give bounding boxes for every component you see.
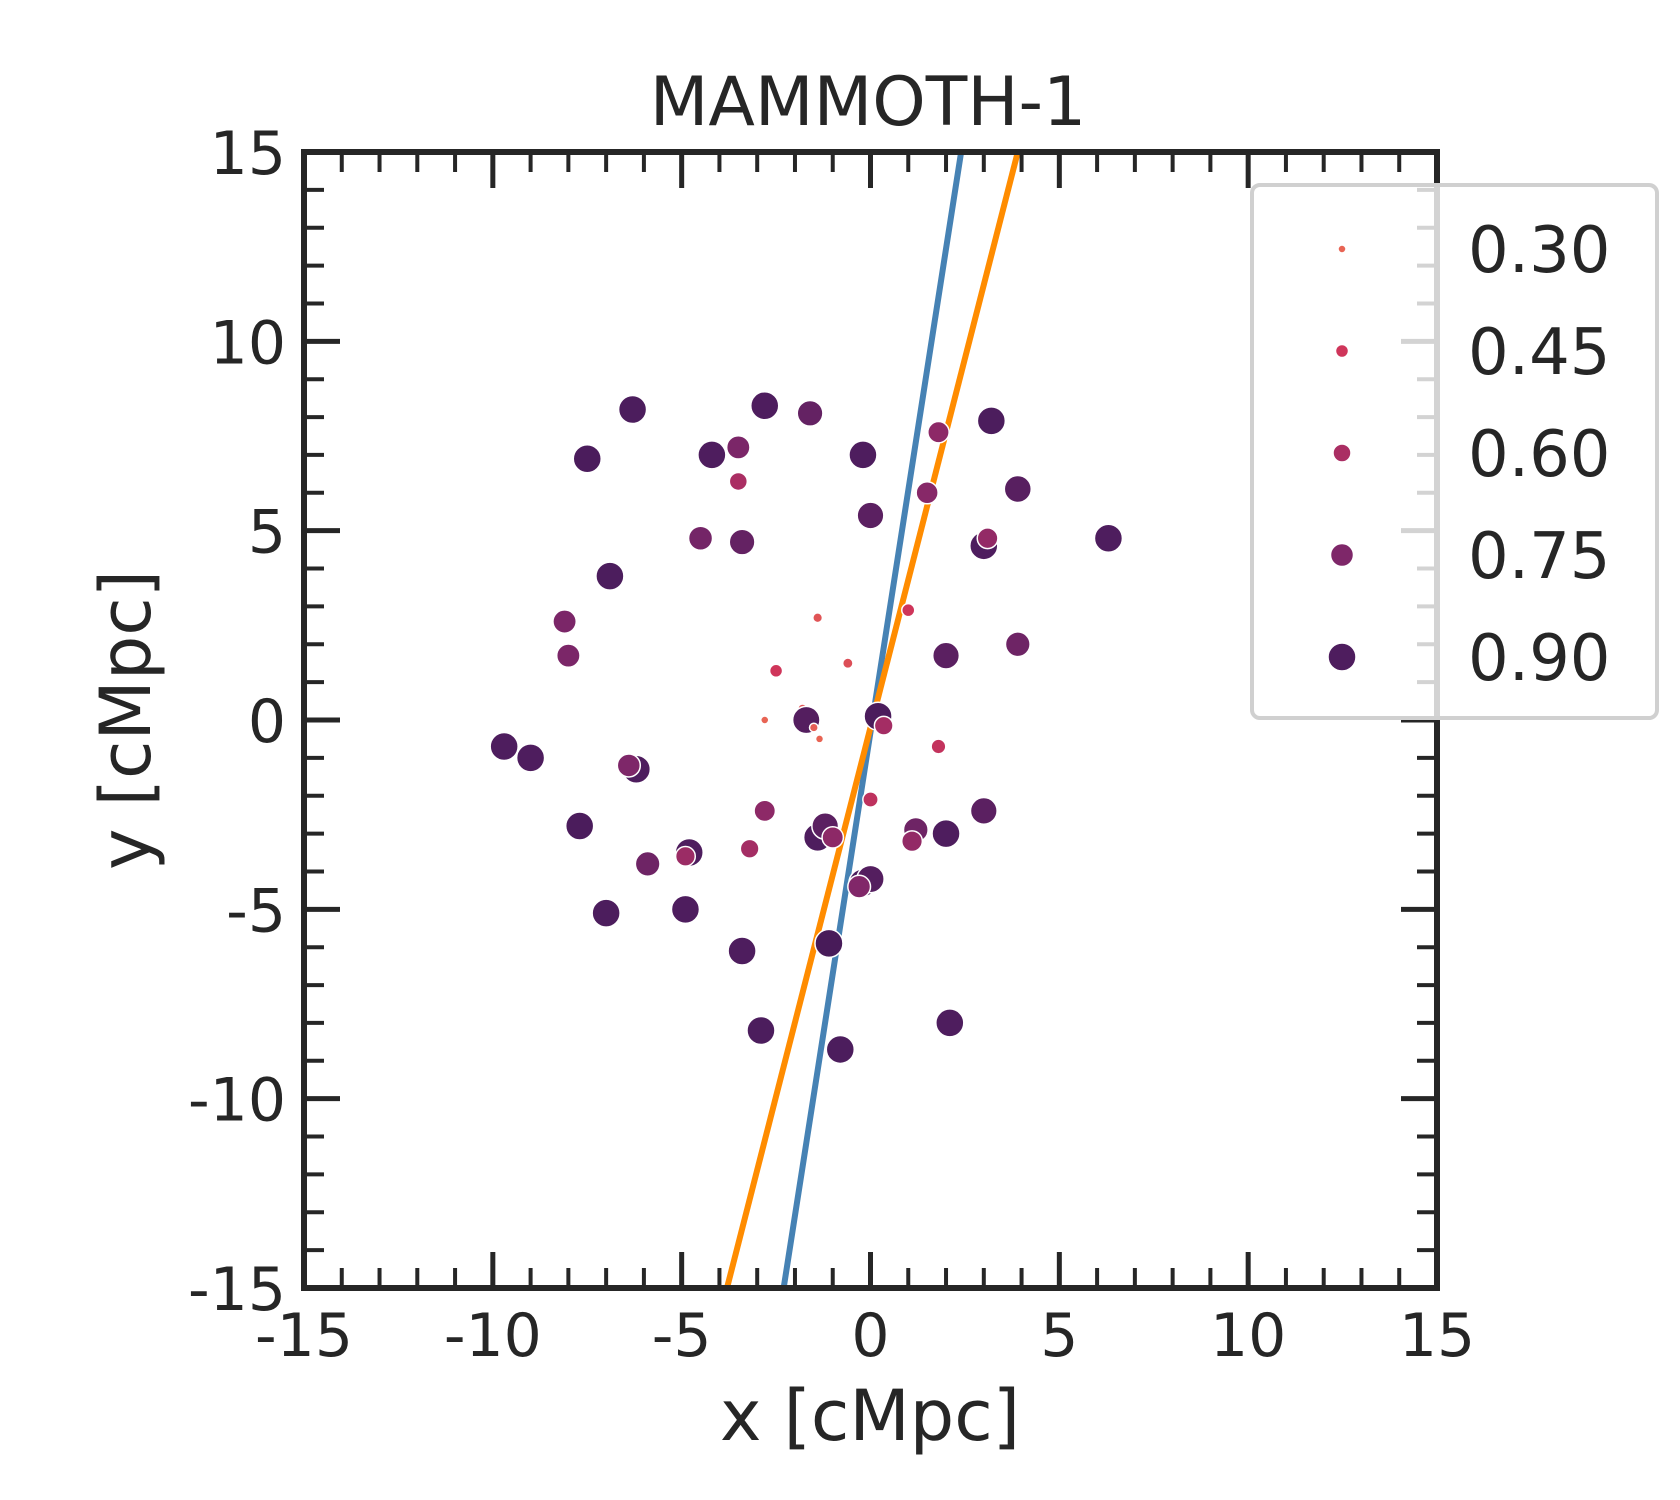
y-axis-label: y [cMpc] <box>85 570 167 870</box>
x-tick-label: 0 <box>851 1301 889 1371</box>
scatter-point-16 <box>976 527 999 550</box>
scatter-point-25 <box>931 641 961 670</box>
scatter-point-33 <box>873 715 894 736</box>
scatter-point-35 <box>489 731 519 762</box>
scatter-point-9 <box>976 406 1007 436</box>
legend-label: 0.45 <box>1468 316 1611 390</box>
legend-label: 0.90 <box>1468 622 1611 696</box>
scatter-point-49 <box>739 838 760 859</box>
x-tick-label: 5 <box>1040 1301 1078 1371</box>
scatter-point-2 <box>750 390 780 421</box>
scatter-point-56 <box>591 898 621 928</box>
scatter-point-45 <box>821 825 845 849</box>
scatter-point-0 <box>617 394 648 425</box>
y-tick-label: 15 <box>210 119 286 189</box>
scatter-point-57 <box>670 894 701 925</box>
y-tick-label: -15 <box>188 1255 286 1325</box>
scatter-point-4 <box>697 440 727 470</box>
scatter-point-7 <box>848 440 878 470</box>
scatter-point-55 <box>847 874 872 899</box>
x-axis-label: x [cMpc] <box>720 1375 1020 1457</box>
legend-marker <box>1332 443 1352 463</box>
legend-label: 0.30 <box>1468 214 1611 288</box>
legend-marker <box>1337 244 1347 254</box>
legend-marker <box>1327 642 1357 672</box>
scatter-point-40 <box>753 799 777 823</box>
y-tick-label: -10 <box>188 1066 286 1136</box>
scatter-point-31 <box>814 734 825 744</box>
x-tick-label: -10 <box>444 1301 542 1371</box>
scatter-point-51 <box>674 845 697 867</box>
scatter-point-41 <box>969 796 998 825</box>
scatter-point-5 <box>725 434 751 460</box>
scatter-point-42 <box>564 811 595 841</box>
scatter-point-17 <box>1093 523 1124 553</box>
scatter-point-38 <box>616 753 642 778</box>
scatter-point-11 <box>1003 474 1033 504</box>
scatter-point-23 <box>841 657 854 670</box>
scatter-point-24 <box>768 663 784 679</box>
y-tick-label: 10 <box>210 308 286 378</box>
x-tick-label: 10 <box>1210 1301 1286 1371</box>
legend-label: 0.60 <box>1468 418 1611 492</box>
scatter-point-20 <box>555 643 581 669</box>
x-tick-label: -5 <box>652 1301 712 1371</box>
scatter-point-39 <box>862 791 879 808</box>
legend-marker <box>1329 542 1355 568</box>
y-tick-label: 5 <box>248 498 286 568</box>
x-tick-label: 15 <box>1399 1301 1475 1371</box>
chart-title: MAMMOTH-1 <box>650 63 1087 142</box>
scatter-point-58 <box>727 936 757 966</box>
scatter-point-47 <box>900 830 924 853</box>
scatter-point-62 <box>935 1008 965 1038</box>
scatter-point-30 <box>808 722 819 733</box>
scatter-point-34 <box>930 738 947 755</box>
x-tick-label: -15 <box>255 1301 353 1371</box>
scatter-point-13 <box>728 528 756 556</box>
y-tick-label: 0 <box>248 687 286 757</box>
scatter-point-10 <box>915 481 939 505</box>
legend-label: 0.75 <box>1468 520 1611 594</box>
scatter-point-36 <box>515 743 546 773</box>
scatter-point-1 <box>572 443 602 474</box>
scatter-point-60 <box>746 1015 776 1046</box>
scatter-point-52 <box>634 850 661 877</box>
scatter-point-6 <box>728 471 749 492</box>
scatter-point-8 <box>927 420 950 444</box>
scatter-point-22 <box>812 612 824 624</box>
scatter-point-61 <box>825 1034 856 1065</box>
scatter-point-27 <box>760 715 770 725</box>
scatter-point-26 <box>1004 631 1031 658</box>
legend-marker <box>1334 343 1350 359</box>
scatter-point-48 <box>931 818 961 849</box>
scatter-point-21 <box>901 602 916 618</box>
legend-box <box>1250 183 1659 720</box>
scatter-point-59 <box>814 928 844 959</box>
scatter-point-14 <box>856 501 885 530</box>
scatter-point-18 <box>595 561 625 591</box>
y-tick-label: -5 <box>226 876 286 946</box>
scatter-point-19 <box>552 609 578 634</box>
scatter-point-3 <box>796 399 824 427</box>
legend: 0.30 0.45 0.60 0.75 0.90 <box>1250 183 1659 720</box>
scatter-point-12 <box>687 525 714 551</box>
